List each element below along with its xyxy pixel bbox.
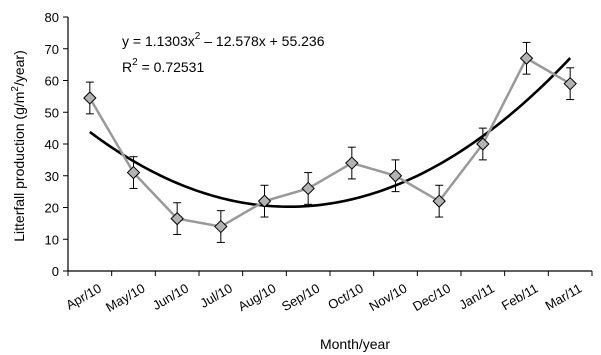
trendline [89, 57, 572, 209]
y-tick-label: 60 [45, 74, 59, 89]
x-tick-label: Jan/11 [456, 280, 496, 312]
x-tick-label: Mar/11 [543, 280, 585, 313]
data-point-marker [126, 165, 141, 180]
x-tick-label: Feb/11 [499, 280, 541, 313]
data-point-marker [563, 76, 577, 91]
svg-text:R2 = 0.72531: R2 = 0.72531 [122, 57, 204, 75]
equation-superscript: 2 [195, 31, 201, 42]
y-axis-label-end: /year) [11, 50, 27, 86]
equation-prefix: y = 1.1303x [122, 33, 195, 49]
data-point-marker [214, 219, 228, 234]
x-tick-label: Jul/10 [197, 280, 235, 310]
equation-annotation: y = 1.1303x2 – 12.578x + 55.236 R2 = 0.7… [122, 31, 325, 75]
y-tick-label: 0 [52, 264, 59, 279]
x-axis-ticks: Apr/10 May/10 Jun/10 Jul/10 Aug/10 Sep/10 Oct/… [63, 271, 593, 315]
x-tick-label: Aug/10 [235, 280, 278, 314]
x-tick-label: Jun/10 [150, 280, 191, 313]
y-axis-label-main: Litterfall production (g/m [11, 92, 27, 242]
x-axis-label: Month/year [320, 336, 390, 352]
y-axis-ticks: 0 10 20 30 40 50 60 70 80 [45, 10, 68, 279]
r-squared-prefix: R [122, 59, 132, 75]
y-axis-label-superscript: 2 [10, 86, 21, 92]
y-tick-label: 80 [45, 10, 59, 25]
trendline-group [89, 57, 572, 209]
data-point-marker [301, 181, 315, 196]
x-tick-label: May/10 [103, 280, 147, 314]
y-tick-label: 50 [45, 105, 59, 120]
x-tick-label: Dec/10 [410, 280, 453, 314]
y-axis-label: Litterfall production (g/m2/year) [10, 50, 27, 242]
x-tick-label: Oct/10 [325, 280, 366, 312]
x-tick-label: Nov/10 [366, 280, 409, 314]
data-point-marker [345, 156, 359, 170]
r-squared-superscript: 2 [132, 57, 138, 68]
y-tick-label: 20 [45, 201, 59, 216]
data-point-marker [476, 137, 490, 151]
plot-area [67, 17, 592, 272]
data-point-marker [432, 194, 446, 208]
y-tick-label: 10 [45, 232, 59, 247]
x-tick-label: Apr/10 [63, 280, 104, 312]
data-point-marker [519, 51, 534, 65]
data-point-marker [83, 91, 97, 105]
data-point-marker [388, 169, 403, 183]
y-tick-label: 70 [45, 42, 59, 57]
equation-suffix: – 12.578x + 55.236 [200, 33, 324, 49]
series-line [88, 56, 571, 228]
svg-text:y = 1.1303x2 – 12.578x + 55.23: y = 1.1303x2 – 12.578x + 55.236 [122, 31, 325, 49]
data-point-marker [257, 194, 272, 208]
series-group [83, 41, 577, 243]
data-point-marker [170, 211, 184, 226]
r-squared-suffix: = 0.72531 [138, 59, 205, 75]
x-tick-label: Sep/10 [279, 280, 322, 314]
y-tick-label: 40 [45, 137, 59, 152]
y-tick-label: 30 [45, 169, 59, 184]
